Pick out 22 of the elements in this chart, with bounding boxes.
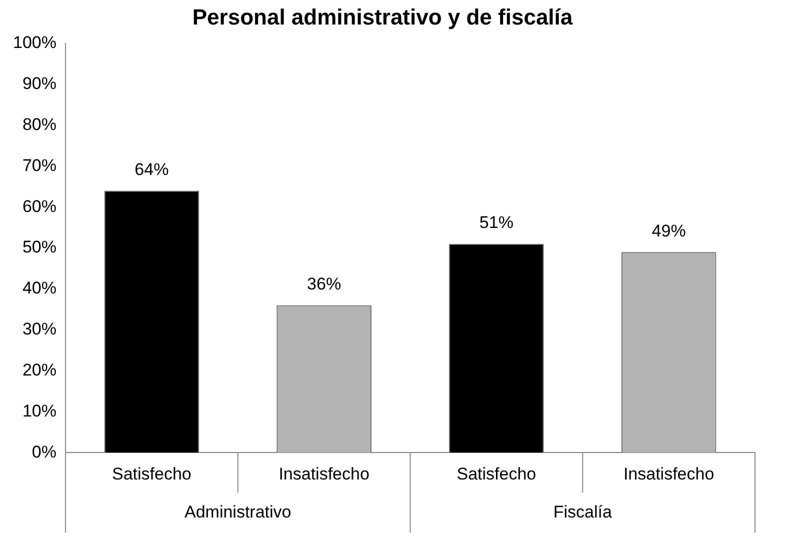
data-label: 64% [134,160,169,179]
y-tick-label: 20% [22,360,56,380]
y-tick-label: 0% [32,442,56,462]
data-label: 49% [652,221,686,240]
data-label: 36% [307,274,342,294]
y-tick-label: 10% [22,401,56,420]
text: Administrativo [184,502,292,522]
x-tick-label: Satisfecho [112,464,192,484]
y-tick-label: 70% [22,156,56,175]
y-tick-label: 60% [22,196,56,216]
data-label: 51% [479,213,514,232]
y-tick-label: 100% [12,33,56,52]
y-tick-label: 40% [22,278,56,298]
text: Fiscalía [553,502,612,522]
y-tick-label: 50% [22,238,56,257]
y-tick-label: 80% [22,114,56,134]
x-tick-label: Satisfecho [456,464,536,484]
x-tick-label: Insatisfecho [278,464,370,484]
y-tick-label: 90% [22,74,56,94]
chart-title: Personal administrativo y de fiscalía [192,4,574,30]
x-tick-label: Insatisfecho [623,464,714,484]
y-tick-label: 30% [22,320,56,339]
